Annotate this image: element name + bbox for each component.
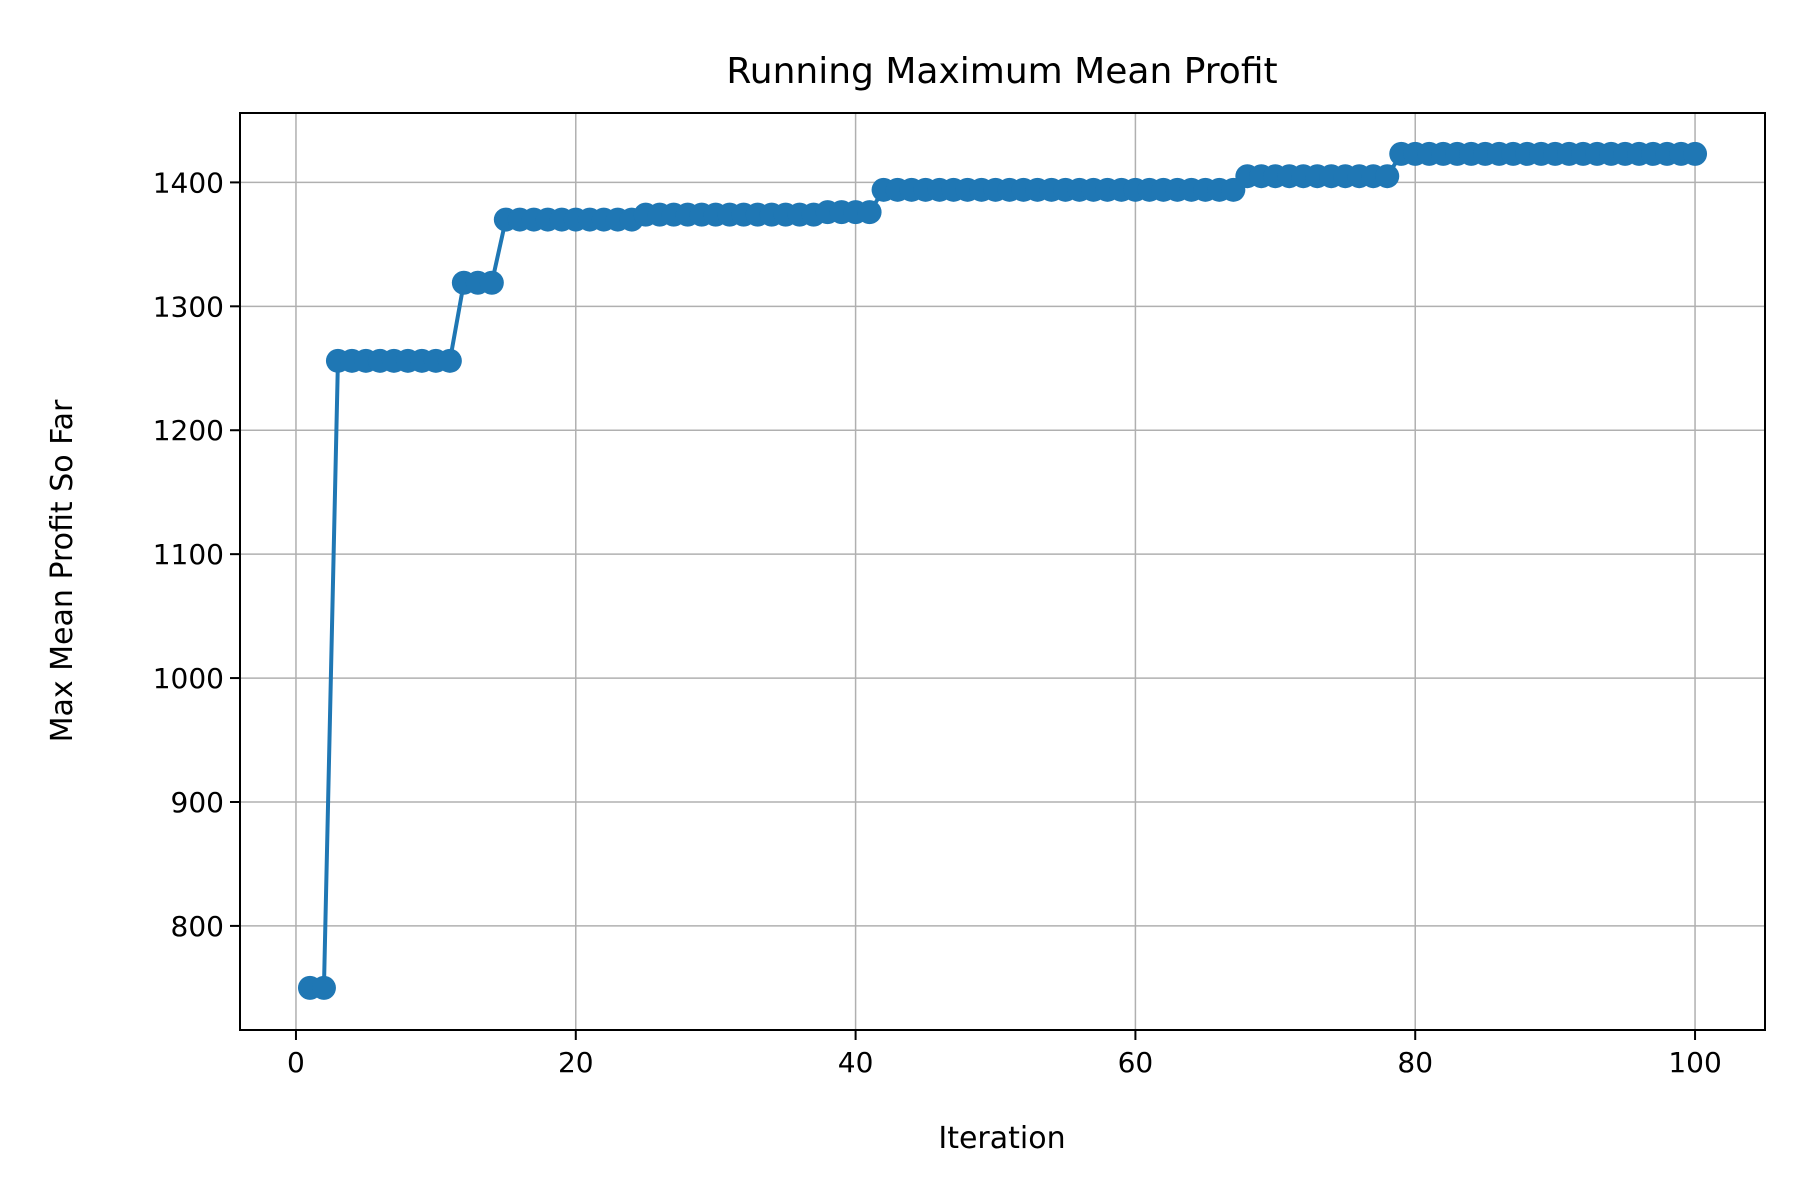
x-axis-ticks: 0 20 40 60 80 100 <box>287 1030 1722 1079</box>
series-line <box>309 151 1696 990</box>
data-point <box>1375 164 1400 189</box>
y-tick-label: 800 <box>171 910 224 943</box>
series-line-group <box>309 151 1696 990</box>
x-tick-label: 0 <box>287 1046 305 1079</box>
grid <box>240 113 1765 1030</box>
y-tick-label: 900 <box>171 786 224 819</box>
x-tick-label: 20 <box>558 1046 594 1079</box>
data-point <box>479 270 504 295</box>
data-point <box>437 348 462 373</box>
x-axis-label: Iteration <box>938 1121 1065 1156</box>
x-tick-label: 60 <box>1118 1046 1154 1079</box>
x-tick-label: 80 <box>1397 1046 1433 1079</box>
y-tick-label: 1400 <box>153 166 224 199</box>
data-markers <box>297 141 1708 1000</box>
y-axis-ticks: 800 900 1000 1100 1200 1300 1400 <box>153 166 240 943</box>
y-tick-label: 1000 <box>153 662 224 695</box>
data-point <box>857 200 882 225</box>
plot-frame <box>239 112 1766 1031</box>
y-tick-label: 1300 <box>153 290 224 323</box>
x-tick-label: 40 <box>838 1046 874 1079</box>
y-axis-label: Max Mean Profit So Far <box>45 399 80 742</box>
x-tick-label: 100 <box>1668 1046 1721 1079</box>
chart-title: Running Maximum Mean Profit <box>726 51 1277 92</box>
y-tick-label: 1100 <box>153 538 224 571</box>
data-point <box>1683 141 1708 166</box>
data-point <box>311 975 336 1000</box>
y-tick-label: 1200 <box>153 414 224 447</box>
